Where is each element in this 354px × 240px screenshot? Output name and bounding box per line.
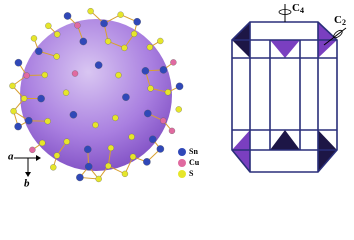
face [318, 130, 337, 172]
atom [45, 22, 52, 29]
symbol: C [292, 2, 300, 14]
c2-label: C2 [334, 14, 346, 27]
atom [149, 135, 157, 144]
rotation-arrow [333, 29, 343, 39]
face [270, 40, 300, 58]
legend: Sn Cu S [178, 147, 200, 178]
atom [147, 85, 154, 92]
atom [87, 8, 94, 15]
atom [29, 146, 36, 153]
atom [53, 53, 60, 60]
legend-label: S [189, 169, 194, 178]
atom [104, 38, 112, 45]
atom [115, 71, 122, 79]
atoms [9, 8, 184, 183]
subscript: 2 [342, 18, 346, 27]
atom [84, 145, 92, 154]
atom [160, 117, 167, 124]
atom [175, 82, 184, 91]
legend-marker [178, 159, 186, 167]
atom [121, 44, 128, 52]
atom [74, 22, 81, 29]
c4-label: C4 [292, 2, 304, 15]
atom [71, 70, 79, 77]
c2-axis: C2 [323, 14, 347, 46]
atom [23, 72, 30, 79]
atom [69, 111, 78, 119]
atom [168, 127, 176, 134]
atom [63, 12, 72, 20]
arrow-head [25, 172, 31, 177]
atom [9, 82, 16, 90]
atom [35, 47, 43, 56]
atom [107, 144, 115, 152]
symbol: C [334, 14, 342, 26]
c4-axis: C4 [278, 2, 304, 22]
atom [63, 138, 70, 145]
atom [112, 114, 119, 122]
legend-marker [178, 148, 186, 156]
subscript: 4 [300, 6, 304, 15]
atom [130, 30, 138, 38]
atom [54, 31, 61, 38]
atom [20, 95, 28, 102]
atom [105, 162, 112, 170]
axis-a-label: a [8, 151, 14, 163]
atom [157, 37, 164, 45]
atom [94, 61, 103, 69]
atom [39, 139, 46, 147]
atom [14, 58, 23, 67]
atom [129, 153, 137, 160]
atom [44, 118, 51, 125]
atom [79, 37, 88, 46]
atom [143, 158, 151, 166]
figure: a b Sn Cu S C4 C2 [8, 2, 347, 189]
atom [141, 67, 150, 75]
atom [159, 66, 168, 74]
arrow-head [36, 155, 41, 161]
atom [128, 133, 135, 141]
atom [24, 116, 33, 125]
atom [121, 170, 129, 178]
atom [175, 106, 182, 113]
face [232, 130, 250, 172]
atom [14, 122, 22, 131]
atom [100, 19, 108, 28]
polyhedron [231, 21, 338, 173]
atom [62, 89, 70, 96]
rotation-arrow [278, 9, 292, 15]
atom [122, 93, 130, 101]
edges [232, 22, 337, 172]
legend-label: Sn [189, 147, 198, 156]
atom [84, 162, 93, 171]
cluster-structure [9, 8, 184, 183]
atom [10, 108, 17, 115]
atom [41, 71, 48, 79]
atom [30, 35, 38, 42]
legend-label: Cu [189, 158, 200, 167]
atom [170, 59, 177, 66]
atom [53, 152, 61, 159]
atom [156, 145, 165, 153]
axis-indicator: a b [8, 151, 41, 189]
atom [50, 164, 57, 171]
atom [117, 11, 124, 18]
atom [76, 173, 84, 182]
atom [37, 94, 45, 103]
face [270, 130, 300, 150]
atom [133, 18, 141, 26]
atom [95, 175, 102, 183]
atom [164, 89, 172, 96]
legend-marker [178, 170, 186, 178]
atom [144, 109, 152, 118]
atom [146, 44, 154, 51]
cavity-sphere [20, 19, 172, 171]
atom [92, 121, 99, 129]
axis-b-label: b [24, 178, 30, 189]
